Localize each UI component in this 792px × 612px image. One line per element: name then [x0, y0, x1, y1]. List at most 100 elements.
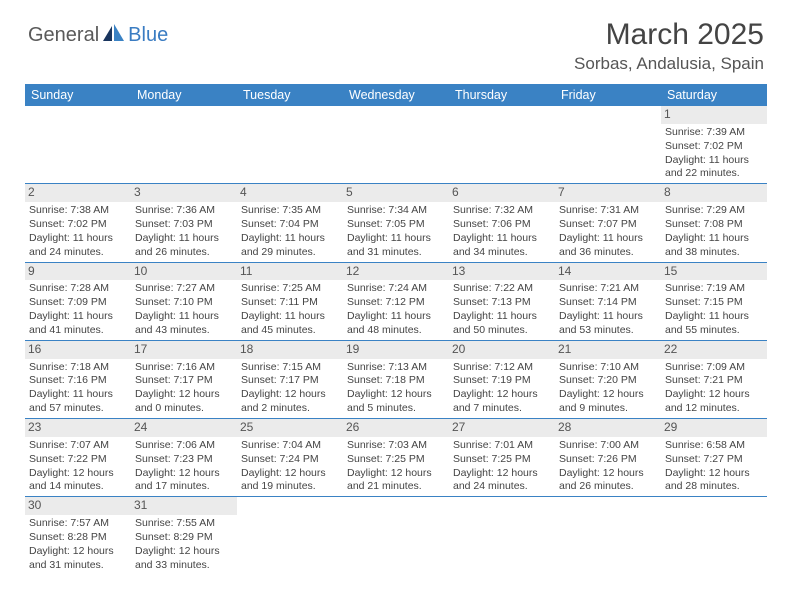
sunset-text: Sunset: 7:08 PM — [665, 218, 763, 232]
calendar-day-cell: 25Sunrise: 7:04 AMSunset: 7:24 PMDayligh… — [237, 419, 343, 497]
day-number: 13 — [449, 263, 555, 281]
sunset-text: Sunset: 7:17 PM — [135, 374, 233, 388]
calendar-empty-cell — [343, 106, 449, 184]
daylight-text: Daylight: 12 hours and 26 minutes. — [559, 467, 657, 495]
sunrise-text: Sunrise: 7:27 AM — [135, 282, 233, 296]
sunset-text: Sunset: 7:13 PM — [453, 296, 551, 310]
sunset-text: Sunset: 7:14 PM — [559, 296, 657, 310]
sunset-text: Sunset: 7:26 PM — [559, 453, 657, 467]
sunset-text: Sunset: 7:16 PM — [29, 374, 127, 388]
day-number: 6 — [449, 184, 555, 202]
daylight-text: Daylight: 11 hours and 41 minutes. — [29, 310, 127, 338]
sunset-text: Sunset: 7:25 PM — [453, 453, 551, 467]
sunset-text: Sunset: 7:25 PM — [347, 453, 445, 467]
sunrise-text: Sunrise: 7:15 AM — [241, 361, 339, 375]
weekday-header: Sunday — [25, 84, 131, 106]
day-number: 22 — [661, 341, 767, 359]
day-number: 9 — [25, 263, 131, 281]
day-number: 30 — [25, 497, 131, 515]
calendar-empty-cell — [343, 497, 449, 575]
daylight-text: Daylight: 11 hours and 50 minutes. — [453, 310, 551, 338]
calendar-week-row: 2Sunrise: 7:38 AMSunset: 7:02 PMDaylight… — [25, 184, 767, 262]
daylight-text: Daylight: 12 hours and 7 minutes. — [453, 388, 551, 416]
calendar-day-cell: 19Sunrise: 7:13 AMSunset: 7:18 PMDayligh… — [343, 340, 449, 418]
day-number: 11 — [237, 263, 343, 281]
daylight-text: Daylight: 11 hours and 53 minutes. — [559, 310, 657, 338]
page-header: General Blue March 2025 Sorbas, Andalusi… — [0, 0, 792, 82]
daylight-text: Daylight: 11 hours and 31 minutes. — [347, 232, 445, 260]
calendar-day-cell: 31Sunrise: 7:55 AMSunset: 8:29 PMDayligh… — [131, 497, 237, 575]
sunrise-text: Sunrise: 7:39 AM — [665, 126, 763, 140]
sunset-text: Sunset: 7:23 PM — [135, 453, 233, 467]
title-block: March 2025 Sorbas, Andalusia, Spain — [574, 18, 764, 74]
calendar-week-row: 23Sunrise: 7:07 AMSunset: 7:22 PMDayligh… — [25, 419, 767, 497]
calendar-day-cell: 10Sunrise: 7:27 AMSunset: 7:10 PMDayligh… — [131, 262, 237, 340]
day-number: 8 — [661, 184, 767, 202]
sunrise-text: Sunrise: 7:10 AM — [559, 361, 657, 375]
calendar-day-cell: 29Sunrise: 6:58 AMSunset: 7:27 PMDayligh… — [661, 419, 767, 497]
calendar-empty-cell — [555, 497, 661, 575]
calendar-table: SundayMondayTuesdayWednesdayThursdayFrid… — [25, 84, 767, 575]
daylight-text: Daylight: 12 hours and 33 minutes. — [135, 545, 233, 573]
day-number: 21 — [555, 341, 661, 359]
calendar-empty-cell — [555, 106, 661, 184]
day-number: 10 — [131, 263, 237, 281]
daylight-text: Daylight: 12 hours and 5 minutes. — [347, 388, 445, 416]
calendar-day-cell: 21 Sunrise: 7:10 AMSunset: 7:20 PMDayligh… — [555, 340, 661, 418]
daylight-text: Daylight: 11 hours and 34 minutes. — [453, 232, 551, 260]
daylight-text: Daylight: 11 hours and 24 minutes. — [29, 232, 127, 260]
calendar-day-cell: 1Sunrise: 7:39 AMSunset: 7:02 PMDaylight… — [661, 106, 767, 184]
daylight-text: Daylight: 11 hours and 43 minutes. — [135, 310, 233, 338]
calendar-empty-cell — [237, 497, 343, 575]
calendar-day-cell: 30Sunrise: 7:57 AMSunset: 8:28 PMDayligh… — [25, 497, 131, 575]
weekday-header: Monday — [131, 84, 237, 106]
brand-text-2: Blue — [128, 24, 168, 47]
calendar-day-cell: 26Sunrise: 7:03 AMSunset: 7:25 PMDayligh… — [343, 419, 449, 497]
daylight-text: Daylight: 11 hours and 48 minutes. — [347, 310, 445, 338]
sunrise-text: Sunrise: 7:36 AM — [135, 204, 233, 218]
sunrise-text: Sunrise: 7:12 AM — [453, 361, 551, 375]
sunset-text: Sunset: 7:06 PM — [453, 218, 551, 232]
calendar-header-row: SundayMondayTuesdayWednesdayThursdayFrid… — [25, 84, 767, 106]
calendar-day-cell: 9Sunrise: 7:28 AMSunset: 7:09 PMDaylight… — [25, 262, 131, 340]
calendar-day-cell: 11Sunrise: 7:25 AMSunset: 7:11 PMDayligh… — [237, 262, 343, 340]
daylight-text: Daylight: 12 hours and 9 minutes. — [559, 388, 657, 416]
sunrise-text: Sunrise: 7:57 AM — [29, 517, 127, 531]
sunset-text: Sunset: 7:02 PM — [29, 218, 127, 232]
sunrise-text: Sunrise: 7:06 AM — [135, 439, 233, 453]
sunset-text: Sunset: 7:09 PM — [29, 296, 127, 310]
day-number: 17 — [131, 341, 237, 359]
sunrise-text: Sunrise: 7:07 AM — [29, 439, 127, 453]
sunset-text: Sunset: 7:11 PM — [241, 296, 339, 310]
sunrise-text: Sunrise: 7:18 AM — [29, 361, 127, 375]
calendar-body: 1Sunrise: 7:39 AMSunset: 7:02 PMDaylight… — [25, 106, 767, 575]
sunset-text: Sunset: 8:29 PM — [135, 531, 233, 545]
sunset-text: Sunset: 7:20 PM — [559, 374, 657, 388]
sunset-text: Sunset: 7:27 PM — [665, 453, 763, 467]
daylight-text: Daylight: 11 hours and 57 minutes. — [29, 388, 127, 416]
daylight-text: Daylight: 12 hours and 24 minutes. — [453, 467, 551, 495]
calendar-week-row: 9Sunrise: 7:28 AMSunset: 7:09 PMDaylight… — [25, 262, 767, 340]
calendar-day-cell: 27Sunrise: 7:01 AMSunset: 7:25 PMDayligh… — [449, 419, 555, 497]
calendar-day-cell: 23Sunrise: 7:07 AMSunset: 7:22 PMDayligh… — [25, 419, 131, 497]
sunset-text: Sunset: 7:02 PM — [665, 140, 763, 154]
sunrise-text: Sunrise: 7:22 AM — [453, 282, 551, 296]
weekday-header: Thursday — [449, 84, 555, 106]
calendar-week-row: 16Sunrise: 7:18 AMSunset: 7:16 PMDayligh… — [25, 340, 767, 418]
daylight-text: Daylight: 12 hours and 31 minutes. — [29, 545, 127, 573]
sunrise-text: Sunrise: 7:19 AM — [665, 282, 763, 296]
day-number: 28 — [555, 419, 661, 437]
sunset-text: Sunset: 7:24 PM — [241, 453, 339, 467]
sunset-text: Sunset: 7:07 PM — [559, 218, 657, 232]
sunrise-text: Sunrise: 7:21 AM — [559, 282, 657, 296]
daylight-text: Daylight: 11 hours and 45 minutes. — [241, 310, 339, 338]
sunset-text: Sunset: 7:22 PM — [29, 453, 127, 467]
calendar-day-cell: 6Sunrise: 7:32 AMSunset: 7:06 PMDaylight… — [449, 184, 555, 262]
calendar-day-cell: 18Sunrise: 7:15 AMSunset: 7:17 PMDayligh… — [237, 340, 343, 418]
day-number: 5 — [343, 184, 449, 202]
calendar-day-cell: 8Sunrise: 7:29 AMSunset: 7:08 PMDaylight… — [661, 184, 767, 262]
calendar-day-cell: 5Sunrise: 7:34 AMSunset: 7:05 PMDaylight… — [343, 184, 449, 262]
weekday-header: Saturday — [661, 84, 767, 106]
sunrise-text: Sunrise: 7:00 AM — [559, 439, 657, 453]
sunrise-text: Sunrise: 7:01 AM — [453, 439, 551, 453]
